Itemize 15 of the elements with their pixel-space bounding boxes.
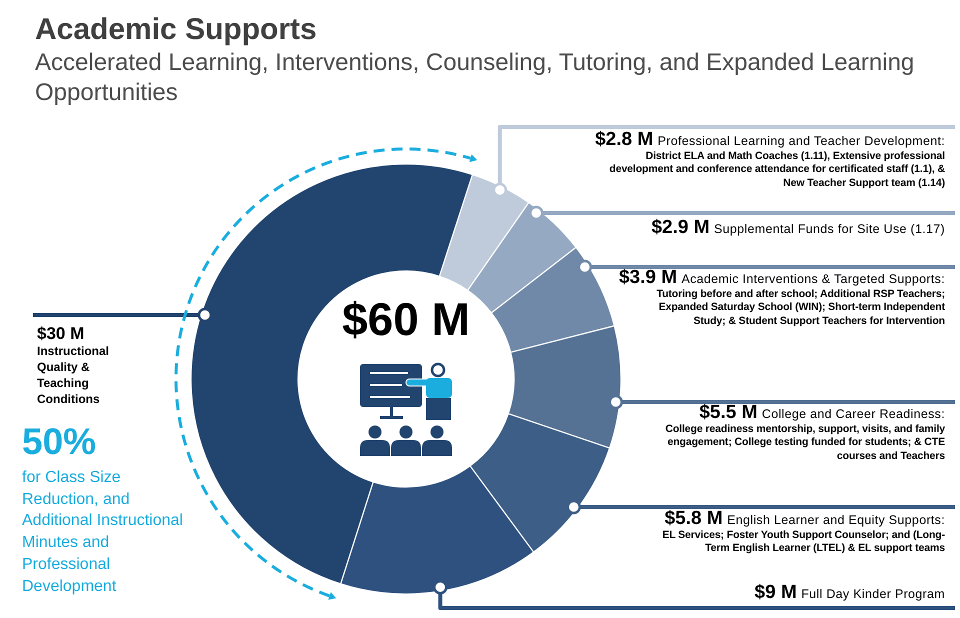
data-label: $5.8 M <box>664 508 723 529</box>
text: $60 M <box>342 293 470 345</box>
data-label: $2.8 M <box>595 129 654 150</box>
data-label: $2.9 M <box>651 217 710 238</box>
data-label: $3.9 M <box>618 267 678 288</box>
slice-label: Instructional Quality & Teaching Conditions <box>37 343 110 407</box>
chart-title: Academic Supports <box>35 13 317 46</box>
slice-label: Supplemental Funds for Site Use (1.17) <box>714 222 945 236</box>
data-label: $30 M <box>37 324 86 343</box>
text: 50% <box>22 421 96 462</box>
chart-subtitle: Accelerated Learning, Interventions, Counseling, Tutoring, and Expanded Learning Opportunities <box>35 49 914 106</box>
data-label: $9 M <box>754 582 797 603</box>
data-label: $5.5 M <box>699 402 758 423</box>
text: for Class Size Reduction, and Additional Instructional Minutes and Professional Development <box>22 468 184 597</box>
slice-label: Full Day Kinder Program <box>801 587 945 601</box>
